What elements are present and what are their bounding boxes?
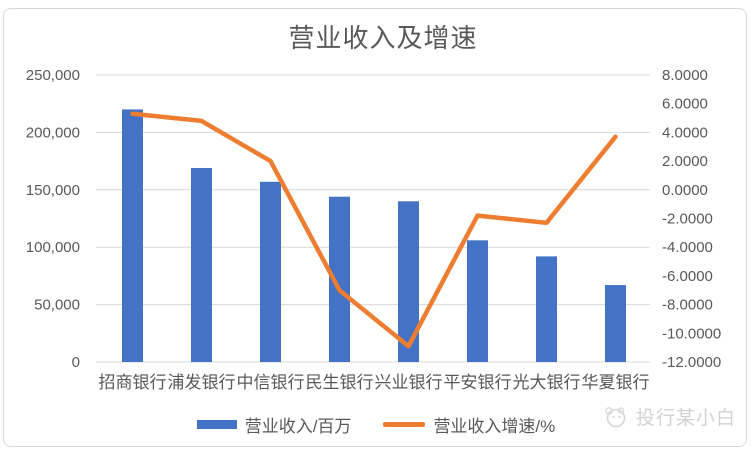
x-axis-category-label: 光大银行 [513, 373, 581, 392]
revenue-bar [122, 109, 143, 362]
left-axis-tick-label: 50,000 [34, 297, 80, 314]
right-axis-tick-label: -2.0000 [662, 211, 713, 228]
revenue-bar [329, 196, 350, 362]
right-axis-labels: 8.0000 6.0000 4.0000 2.0000 0.0000 -2.0000 -4.… [662, 67, 721, 371]
right-axis-tick-label: 4.0000 [662, 124, 708, 141]
growth-line-swatch-icon [383, 421, 426, 427]
right-axis-tick-label: -10.0000 [662, 325, 721, 342]
right-axis-tick-label: 8.0000 [662, 67, 708, 84]
x-axis-category-label: 浦发银行 [168, 373, 236, 392]
right-axis-tick-label: -8.0000 [662, 297, 713, 314]
right-axis-tick-label: 0.0000 [662, 182, 708, 199]
legend-entry-growth: 营业收入增速/% [383, 412, 555, 437]
revenue-bar [260, 181, 281, 362]
left-axis-labels: 250,000 200,000 150,000 100,000 50,000 0 [26, 67, 80, 371]
legend-label-growth: 营业收入增速/% [433, 416, 556, 436]
legend-label-revenue: 营业收入/百万 [244, 416, 352, 436]
revenue-bar [398, 201, 419, 362]
right-axis-tick-label: -4.0000 [662, 239, 713, 256]
legend-entry-revenue: 营业收入/百万 [196, 412, 352, 437]
revenue-bar [605, 285, 626, 362]
chart-title: 营业收入及增速 [288, 23, 478, 53]
left-axis-tick-label: 200,000 [26, 124, 80, 141]
watermark-text: 投行某小白 [635, 407, 736, 429]
x-axis-category-label: 华夏银行 [582, 373, 650, 392]
x-axis-category-label: 中信银行 [237, 373, 305, 392]
revenue-bar [191, 167, 212, 362]
left-axis-tick-label: 150,000 [26, 182, 80, 199]
chart-legend: 营业收入/百万 营业收入增速/% [0, 410, 752, 438]
x-axis-category-label: 兴业银行 [375, 373, 443, 392]
x-axis-category-label: 招商银行 [99, 373, 167, 392]
revenue-bars [122, 109, 626, 362]
left-axis-tick-label: 0 [72, 354, 80, 371]
revenue-bar [467, 240, 488, 362]
right-axis-tick-label: -6.0000 [662, 268, 713, 285]
left-axis-tick-label: 250,000 [26, 67, 80, 84]
x-axis-category-label: 民生银行 [306, 373, 374, 392]
growth-line [130, 111, 618, 349]
x-axis-labels: 招商银行 浦发银行 中信银行 民生银行 兴业银行 平安银行 光大银行 华夏银行 [99, 373, 650, 392]
gridlines [96, 74, 650, 363]
right-axis-tick-label: 6.0000 [662, 96, 708, 113]
right-axis-tick-label: -12.0000 [662, 354, 721, 371]
revenue-bar-swatch-icon [196, 419, 237, 429]
revenue-bar [536, 256, 557, 362]
watermark: 投行某小白 [601, 401, 736, 431]
x-axis-category-label: 平安银行 [444, 373, 512, 392]
watermark-logo-icon [605, 407, 626, 428]
left-axis-tick-label: 100,000 [26, 239, 80, 256]
right-axis-tick-label: 2.0000 [662, 153, 708, 170]
